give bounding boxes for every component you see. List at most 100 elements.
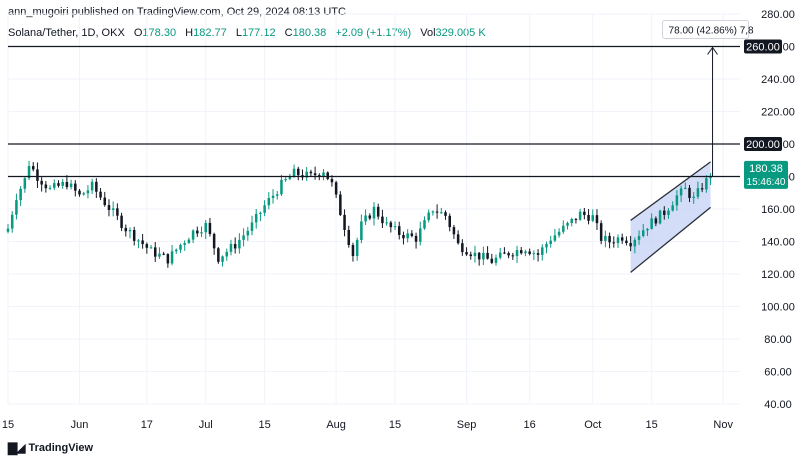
current-price-text: 180.38 <box>749 163 783 175</box>
candle-body <box>473 252 477 257</box>
candles <box>6 160 712 268</box>
candle-body <box>170 251 174 264</box>
price-tick-label: 80.00 <box>764 334 792 346</box>
candle-body <box>562 225 565 232</box>
candle-body <box>217 248 220 262</box>
candle-body <box>191 230 195 240</box>
countdown-text: 15:46:40 <box>747 177 786 188</box>
open-label: O <box>133 27 143 39</box>
price-label-box <box>744 137 782 151</box>
candle-body <box>444 212 447 216</box>
candle-body <box>532 253 536 255</box>
candle-body <box>469 254 473 257</box>
candle-body <box>431 211 435 213</box>
candle-body <box>297 168 300 176</box>
candle-body <box>15 200 18 215</box>
candle-body <box>309 171 313 174</box>
symbol-legend: Solana/Tether, 1D, OKX O178.30 H182.77 L… <box>8 27 486 39</box>
candle-body <box>69 183 73 188</box>
candle-body <box>61 181 64 186</box>
candle-body <box>132 229 136 241</box>
time-tick-label: Aug <box>326 419 346 431</box>
candle-body <box>187 239 191 244</box>
candle-body <box>486 252 489 259</box>
candle-body <box>553 235 557 241</box>
time-axis: 15 Jun 17 Jul 15 Aug 15 Sep 16 Oct 15 Nov <box>2 419 734 431</box>
candle-body <box>36 169 39 181</box>
candle-body <box>19 188 22 201</box>
candle-body <box>368 215 372 219</box>
candle-body <box>120 215 123 228</box>
price-tick-label: 220.00 <box>761 107 795 119</box>
candle-body <box>549 240 552 245</box>
brand-text: TradingView <box>28 442 94 454</box>
volume-value: 329.005 K <box>435 27 486 39</box>
candle-body <box>99 191 102 198</box>
candle-body <box>452 227 456 235</box>
candle-body <box>641 230 645 236</box>
time-tick-label: 15 <box>389 419 401 431</box>
time-tick-label: Oct <box>584 419 601 431</box>
candle-body <box>663 210 666 215</box>
candle-body <box>305 171 308 178</box>
candle-body <box>200 232 203 234</box>
candle-body <box>246 230 250 236</box>
candle-body <box>78 190 81 195</box>
candle-body <box>233 244 237 249</box>
candle-body <box>229 244 233 252</box>
candle-body <box>263 205 266 213</box>
candle-body <box>267 198 271 206</box>
candle-body <box>524 251 527 254</box>
candle-body <box>541 247 544 255</box>
candle-body <box>330 178 334 183</box>
candle-body <box>456 234 460 244</box>
candle-body <box>175 249 178 252</box>
candle-body <box>40 180 43 185</box>
candle-body <box>705 178 708 190</box>
time-tick-label: Jul <box>199 419 213 431</box>
candle-body <box>65 181 69 188</box>
candle-body <box>679 188 683 196</box>
horizontal-lines <box>8 45 740 178</box>
candle-body <box>355 239 359 257</box>
candle-body <box>503 252 506 254</box>
candle-body <box>242 235 245 240</box>
candle-body <box>86 190 90 194</box>
candle-body <box>629 243 632 247</box>
candle-body <box>675 195 679 206</box>
candle-body <box>280 179 283 195</box>
candle-body <box>507 253 510 256</box>
candle-body <box>658 210 662 224</box>
time-tick-label: Sep <box>457 419 477 431</box>
candle-body <box>583 211 586 215</box>
candle-body <box>326 172 329 179</box>
volume-label: Vol <box>420 27 436 39</box>
target-arrow: 78.00 (42.86%) 7,8 <box>662 20 754 177</box>
candle-body <box>204 222 207 233</box>
time-tick-label: 15 <box>646 419 658 431</box>
candle-body <box>116 208 119 216</box>
candle-body <box>423 220 426 229</box>
candle-body <box>419 228 422 242</box>
time-tick-label: 15 <box>258 419 270 431</box>
candle-body <box>494 257 498 263</box>
time-tick-label: Jun <box>71 419 89 431</box>
candle-body <box>633 239 637 247</box>
candle-body <box>410 233 414 236</box>
candle-body <box>111 208 115 210</box>
high-value: 182.77 <box>193 27 227 39</box>
price-tick-label: 240.00 <box>761 74 795 86</box>
candle-body <box>397 226 401 235</box>
candle-body <box>616 237 620 244</box>
candle-body <box>393 226 397 228</box>
candle-body <box>124 227 128 232</box>
candle-body <box>587 214 590 221</box>
candle-body <box>536 253 540 255</box>
candle-body <box>414 235 418 242</box>
candle-body <box>528 251 531 254</box>
candle-body <box>692 196 695 198</box>
candle-body <box>141 240 144 245</box>
time-tick-label: 16 <box>524 419 536 431</box>
candle-body <box>212 233 216 249</box>
